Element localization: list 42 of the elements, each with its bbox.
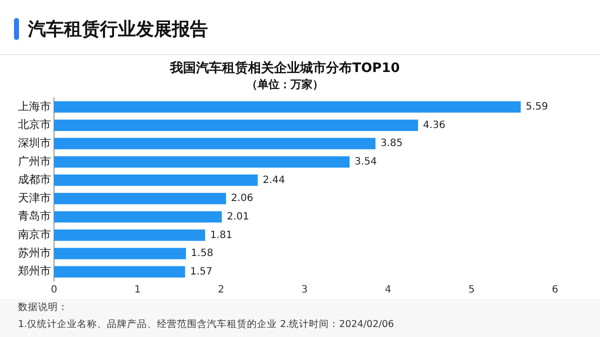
chart-title: 汽车租赁行业发展报告	[28, 18, 208, 41]
x-tick-label: 0	[50, 284, 58, 296]
bar	[54, 138, 376, 150]
data-label: 5.59	[526, 102, 548, 113]
text: 数据说明：	[18, 301, 68, 314]
y-tick-label: 天津市	[18, 191, 51, 204]
y-tick-label: 北京市	[18, 118, 51, 132]
x-tick-label: 5	[468, 284, 475, 296]
bar	[54, 174, 258, 186]
bar	[54, 156, 350, 168]
bar	[54, 230, 206, 241]
chart-subtitle: 我国汽车租赁相关企业城市分布TOP10	[169, 60, 400, 76]
y-tick-label: 广州市	[18, 154, 51, 168]
x-tick-label: 6	[552, 284, 558, 296]
bar	[54, 101, 521, 113]
data-label: 3.85	[380, 138, 403, 150]
text: 1.仅统计企业名称、品牌产品、经营范围含汽车租赁的企业 2.统计时间：2024/02/06	[18, 318, 394, 331]
data-label: 1.81	[210, 230, 232, 241]
x-tick-label: 4	[384, 284, 392, 296]
data-label: 1.57	[190, 266, 212, 278]
x-axis-title: （单位：万家）	[246, 78, 324, 92]
x-tick-label: 2	[218, 284, 224, 296]
x-tick-label: 1	[134, 284, 141, 296]
bar	[54, 266, 186, 278]
bar	[54, 211, 222, 223]
data-label: 4.36	[423, 120, 446, 131]
y-tick-label: 苏州市	[18, 246, 51, 260]
data-label: 1.58	[190, 248, 214, 260]
y-tick-label: 上海市	[18, 100, 51, 113]
data-label: 2.44	[262, 174, 286, 186]
y-tick-label: 郑州市	[18, 264, 51, 278]
data-label: 2.01	[226, 211, 250, 222]
y-tick-label: 深圳市	[18, 136, 51, 150]
data-label: 3.54	[354, 156, 377, 168]
bar	[54, 192, 226, 204]
y-tick-label: 南京市	[18, 228, 51, 242]
bar	[54, 120, 418, 131]
y-tick-label: 青岛市	[18, 210, 51, 223]
bar	[54, 248, 186, 260]
y-tick-label: 成都市	[18, 173, 51, 186]
data-label: 2.06	[231, 193, 254, 204]
x-tick-label: 3	[301, 284, 308, 296]
